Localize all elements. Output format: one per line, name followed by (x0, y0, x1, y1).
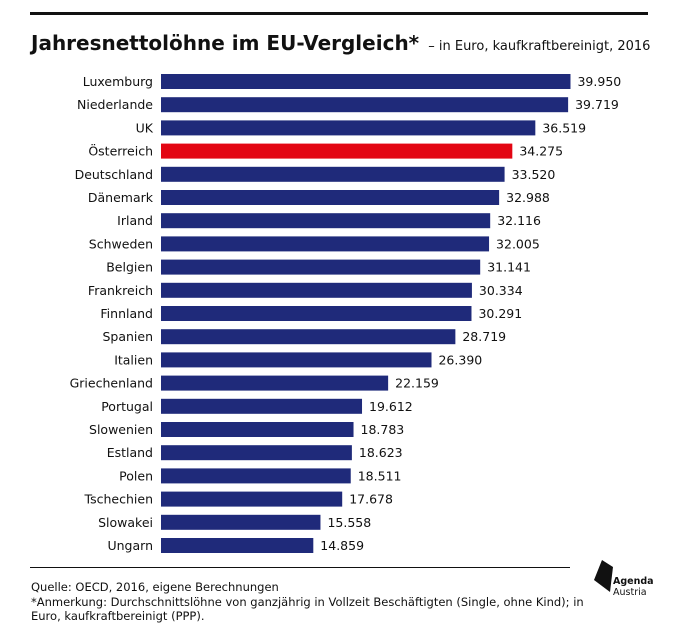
value-label: 18.511 (358, 468, 402, 483)
value-label: 15.558 (327, 515, 371, 530)
value-label: 17.678 (349, 492, 393, 507)
category-label: Slowakei (98, 515, 153, 530)
value-label: 31.141 (487, 260, 531, 275)
value-label: 32.005 (496, 236, 540, 251)
bar (161, 97, 569, 113)
bar (161, 282, 472, 298)
bar (161, 190, 500, 205)
category-label: Tschechien (84, 492, 153, 507)
bar-highlight (161, 143, 513, 159)
bar (161, 120, 536, 136)
category-label: Irland (117, 213, 153, 228)
value-label: 36.519 (542, 120, 586, 135)
bar (161, 236, 490, 252)
value-label: 30.334 (479, 283, 523, 298)
value-label: 18.623 (359, 445, 403, 460)
category-label: Italien (114, 352, 153, 367)
category-label: Portugal (101, 399, 153, 414)
category-label: Spanien (102, 329, 153, 344)
category-label: Österreich (88, 143, 153, 159)
bar (161, 491, 343, 507)
category-label: Niederlande (77, 97, 153, 112)
logo-text-austria: Austria (613, 587, 647, 598)
agenda-austria-logo-icon (594, 560, 613, 592)
bar (161, 375, 389, 391)
bar (161, 306, 472, 321)
category-label: Polen (119, 468, 153, 483)
bar (161, 422, 354, 437)
category-label: Schweden (89, 236, 153, 251)
footer-rule (30, 567, 570, 568)
bar (161, 259, 481, 275)
bar (161, 514, 321, 530)
bar (161, 213, 491, 229)
category-label: UK (136, 120, 154, 135)
chart-subtitle: – in Euro, kaufkraftbereinigt, 2016 (428, 39, 651, 54)
value-label: 39.950 (577, 74, 621, 89)
bar (161, 445, 352, 461)
logo-text-agenda: Agenda (613, 576, 654, 587)
category-label: Estland (107, 445, 153, 460)
value-label: 30.291 (478, 306, 522, 321)
category-label: Ungarn (107, 538, 153, 553)
footnote: *Anmerkung: Durchschnittslöhne von ganzj… (31, 595, 584, 623)
bar (161, 329, 456, 345)
chart-title-block: Jahresnettolöhne im EU-Vergleich* – in E… (31, 30, 650, 60)
bar-chart: Luxemburg 39.950 Niederlande 39.719 UK 36.519… (70, 74, 621, 553)
chart-title: Jahresnettolöhne im EU-Vergleich* (31, 31, 420, 55)
value-label: 32.116 (497, 213, 541, 228)
category-label: Frankreich (88, 283, 153, 298)
bar (161, 538, 314, 553)
category-label: Deutschland (75, 167, 153, 182)
category-label: Belgien (106, 260, 153, 275)
value-label: 14.859 (320, 538, 364, 553)
category-label: Slowenien (89, 422, 153, 437)
bar (161, 398, 363, 414)
category-label: Finnland (100, 306, 153, 321)
bar (161, 352, 432, 368)
source-note: Quelle: OECD, 2016, eigene Berechnungen (31, 580, 279, 594)
value-label: 18.783 (361, 422, 405, 437)
value-label: 32.988 (506, 190, 550, 205)
value-label: 28.719 (462, 329, 506, 344)
bar (161, 166, 505, 182)
value-label: 19.612 (369, 399, 413, 414)
top-rule (30, 12, 648, 15)
bar (161, 74, 571, 89)
value-label: 22.159 (395, 376, 439, 391)
category-label: Luxemburg (83, 74, 153, 89)
value-label: 33.520 (512, 167, 556, 182)
category-label: Dänemark (88, 190, 154, 205)
value-label: 34.275 (519, 144, 563, 159)
bar (161, 468, 351, 484)
category-label: Griechenland (70, 376, 153, 391)
value-label: 39.719 (575, 97, 619, 112)
value-label: 26.390 (438, 352, 482, 367)
